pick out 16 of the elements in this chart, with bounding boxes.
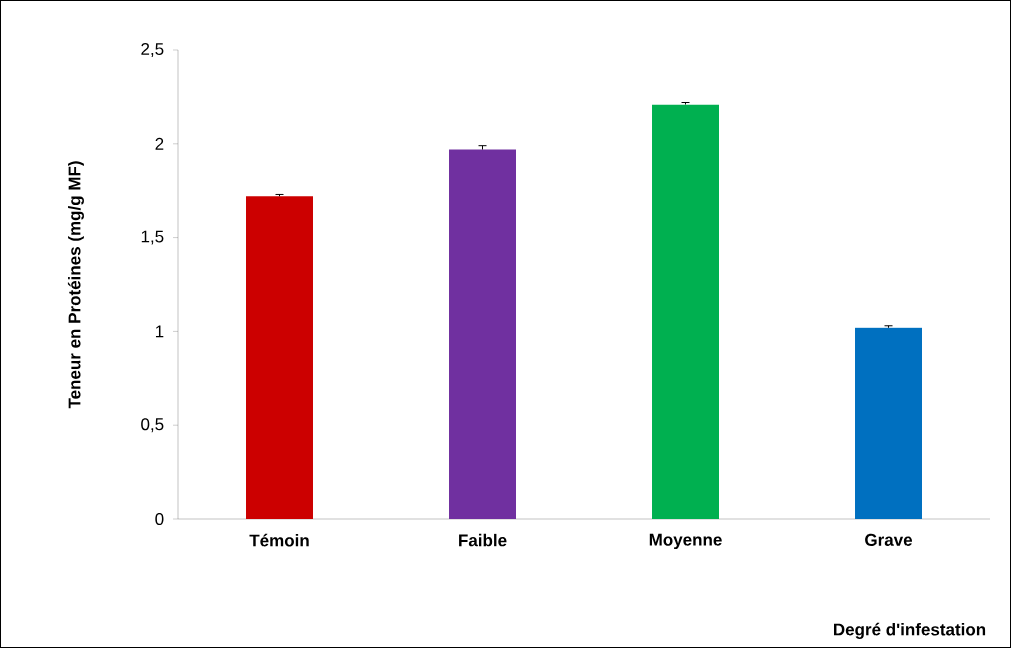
y-axis-title: Teneur en Protéines (mg/g MF) <box>67 161 84 409</box>
x-tick-label: Moyenne <box>649 533 722 550</box>
bar <box>449 149 516 519</box>
bar <box>652 104 719 519</box>
y-tick-label: 0 <box>155 512 164 526</box>
y-tick-label: 1 <box>155 325 164 338</box>
y-tick-label: 2,5 <box>141 42 164 58</box>
x-tick-label: Faible <box>459 533 507 547</box>
x-tick-label: Témoin <box>249 533 309 547</box>
x-axis-title: Degré d'infestation <box>834 622 986 639</box>
y-tick-label: 1,5 <box>141 230 164 245</box>
x-tick-label: Grave <box>865 533 913 546</box>
y-tick-label: 0,5 <box>141 418 164 433</box>
bar <box>246 196 313 519</box>
bar <box>855 327 922 519</box>
y-tick-label: 2 <box>155 137 164 150</box>
